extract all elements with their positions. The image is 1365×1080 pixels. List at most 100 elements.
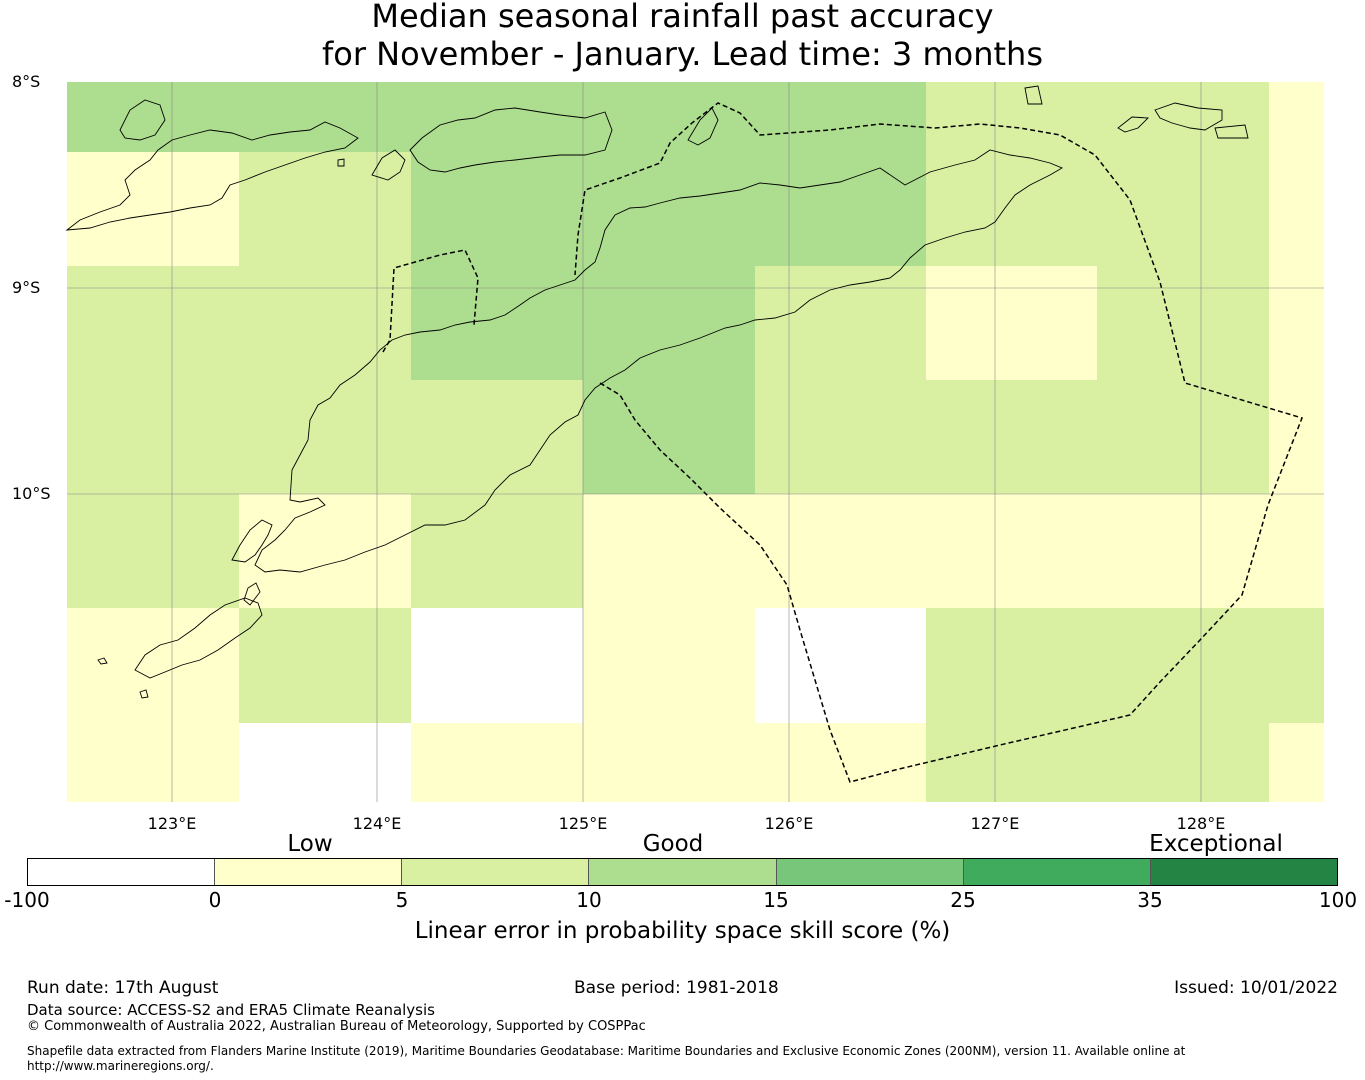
wetar-coastline: [1024, 85, 1043, 105]
map-title-line-2: for November - January. Lead time: 3 mon…: [322, 35, 1043, 73]
category-label-low: Low: [287, 831, 333, 857]
grid-cell: [583, 380, 755, 494]
grid-cell: [583, 723, 755, 802]
moa-coastline: [1214, 124, 1249, 139]
leti-coastline: [1117, 116, 1150, 133]
kisar-coastline: [1154, 102, 1223, 131]
grid-cell: [926, 608, 1097, 723]
grid-cell: [1097, 152, 1269, 266]
grid-cell: [67, 380, 239, 494]
small-islet-coastline: [337, 158, 345, 167]
grid-cell: [67, 82, 239, 152]
colorbar-tick: 100: [1318, 888, 1358, 912]
grid-cell: [583, 266, 755, 380]
lat-label-10s: 10°S: [12, 484, 51, 503]
shapefile-credit-line-1: Shapefile data extracted from Flanders M…: [27, 1044, 1186, 1058]
grid-cell: [1097, 723, 1269, 802]
colorbar-tick: 15: [763, 888, 789, 912]
lat-label-8s: 8°S: [12, 72, 41, 91]
colorbar-segment-6: [963, 859, 1151, 885]
grid-cell: [1269, 152, 1324, 266]
grid-cell: [67, 608, 239, 723]
grid-cell: [411, 494, 583, 608]
grid-cell: [239, 608, 411, 723]
colorbar-segment-1: [28, 859, 216, 885]
timor-island-coastline: [254, 149, 1064, 573]
colorbar: [27, 858, 1338, 886]
colorbar-segment-4: [589, 859, 777, 885]
colorbar-segment-5: [776, 859, 964, 885]
colorbar-segment-7: [1150, 859, 1337, 885]
grid-cell: [755, 380, 926, 494]
skill-score-map: [65, 82, 1324, 802]
islet-coastline: [243, 582, 261, 606]
grid-cell: [1097, 82, 1269, 152]
colorbar-tick: 5: [395, 888, 409, 912]
colorbar-tick: 0: [208, 888, 222, 912]
grid-cell: [755, 608, 926, 723]
grid-cell: [411, 266, 583, 380]
timor-leste-eez-boundary: [574, 102, 1303, 783]
rote-coastline: [134, 597, 263, 679]
grid-cell: [67, 723, 239, 802]
grid-cell: [239, 152, 411, 266]
grid-cell: [926, 494, 1097, 608]
grid-cell: [67, 266, 239, 380]
lon-label-123e: 123°E: [147, 814, 197, 833]
grid-cell: [583, 82, 755, 152]
grid-cell: [1269, 266, 1324, 380]
lon-label-127e: 127°E: [970, 814, 1020, 833]
grid-cell: [411, 152, 583, 266]
grid-cell: [1269, 494, 1324, 608]
grid-cell: [67, 152, 239, 266]
category-label-good: Good: [642, 831, 704, 857]
grid-cell: [239, 723, 411, 802]
maritime-boundaries: [382, 102, 1303, 783]
grid-cell: [67, 494, 239, 608]
grid-cell: [411, 82, 583, 152]
lon-label-124e: 124°E: [352, 814, 402, 833]
copyright: © Commonwealth of Australia 2022, Austra…: [27, 1019, 646, 1034]
lon-label-125e: 125°E: [558, 814, 608, 833]
grid-cell: [1269, 380, 1324, 494]
coastlines: [65, 85, 1249, 699]
grid-cell: [583, 608, 755, 723]
grid-cell: [239, 266, 411, 380]
lat-label-9s: 9°S: [12, 278, 41, 297]
grid-cell: [1097, 266, 1269, 380]
grid-cell: [926, 266, 1097, 380]
grid-cell: [239, 82, 411, 152]
lon-label-128e: 128°E: [1176, 814, 1226, 833]
grid-cell: [926, 152, 1097, 266]
colorbar-label: Linear error in probability space skill …: [414, 918, 951, 944]
grid-cell: [755, 152, 926, 266]
grid-cell: [239, 494, 411, 608]
grid-cell: [755, 723, 926, 802]
colorbar-tick: 25: [950, 888, 976, 912]
colorbar-segment-2: [215, 859, 403, 885]
shapefile-credit-line-2: http://www.marineregions.org/.: [27, 1059, 214, 1073]
pantar-coastline: [371, 149, 406, 181]
run-date: Run date: 17th August: [27, 978, 219, 998]
flores-coastline: [65, 121, 359, 231]
colorbar-tick: 35: [1137, 888, 1163, 912]
grid-cell: [411, 608, 583, 723]
semau-coastline: [231, 519, 273, 563]
grid-cell: [1269, 608, 1324, 723]
grid-cell: [583, 494, 755, 608]
grid-cell: [755, 266, 926, 380]
grid-cell: [1097, 380, 1269, 494]
alor-coastline: [409, 107, 613, 173]
atauro-coastline: [687, 107, 719, 146]
colorbar-segment-3: [402, 859, 590, 885]
colorbar-tick: 10: [576, 888, 602, 912]
grid-cell: [1269, 723, 1324, 802]
ndao-coastline: [97, 657, 108, 665]
grid-cell: [1097, 608, 1269, 723]
grid-cell: [411, 380, 583, 494]
grid-cell: [1097, 494, 1269, 608]
category-label-exceptional: Exceptional: [1149, 831, 1283, 857]
map-title-line-1: Median seasonal rainfall past accuracy: [371, 0, 994, 35]
grid-cell: [926, 723, 1097, 802]
grid-cell: [239, 380, 411, 494]
